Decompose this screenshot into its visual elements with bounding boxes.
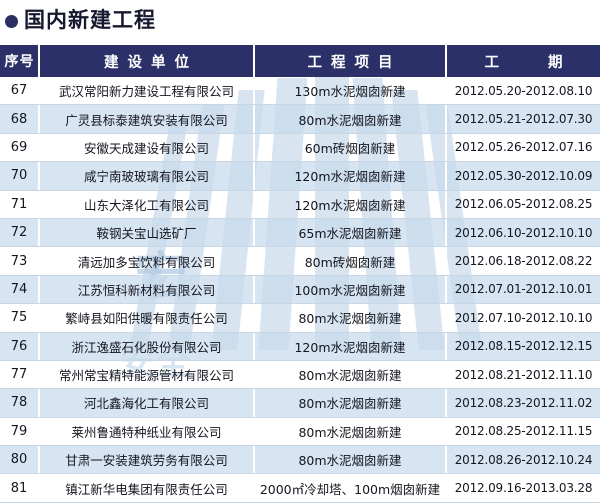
cell-no: 67	[10, 83, 28, 99]
cell-proj: 80m水泥烟囱新建	[253, 417, 445, 446]
cell-proj: 80m水泥烟囱新建	[253, 389, 445, 417]
projects-table: 序号 建设单位 工程项目 工 期 67 武汉常阳新力建设工程有限公司 130m水泥烟…	[0, 44, 600, 503]
cell-unit: 常州常宝精特能源管材有限公司	[38, 360, 253, 389]
cell-proj: 2000㎡冷却塔、100m烟囱新建	[253, 474, 445, 502]
cell-no: 78	[10, 395, 28, 411]
cell-no: 79	[10, 423, 28, 439]
cell-no: 68	[10, 111, 28, 127]
cell-date: 2012.09.16-2013.03.28	[445, 474, 600, 502]
cell-unit: 山东大泽化工有限公司	[38, 190, 253, 218]
cell-proj: 80m砖烟囱新建	[253, 247, 445, 275]
bullet-dot-icon	[5, 14, 18, 28]
cell-date: 2012.08.26-2012.10.24	[445, 446, 600, 474]
table-row: 71 山东大泽化工有限公司 120m水泥烟囱新建 2012.06.05-2012.08…	[0, 190, 600, 219]
cell-no: 73	[10, 253, 28, 269]
cell-unit: 镇江新华电集团有限责任公司	[38, 474, 253, 502]
table-row: 80 甘肃一安装建筑劳务有限公司 80m水泥烟囱新建 2012.08.26-2012.…	[0, 446, 600, 475]
cell-date: 2012.05.30-2012.10.09	[445, 162, 600, 190]
cell-unit: 鞍钢关宝山选矿厂	[38, 218, 253, 247]
cell-date: 2012.05.20-2012.08.10	[445, 77, 600, 105]
cell-unit: 河北鑫海化工有限公司	[38, 389, 253, 417]
table-row: 76 浙江逸盛石化股份有限公司 120m水泥烟囱新建 2012.08.15-2012.…	[0, 332, 600, 361]
page-title-text: 国内新建工程	[24, 7, 156, 32]
table-row: 73 清远加多宝饮料有限公司 80m砖烟囱新建 2012.06.18-2012.08.…	[0, 247, 600, 276]
cell-no: 69	[10, 139, 28, 155]
cell-unit: 安徽天成建设有限公司	[38, 133, 253, 162]
table-row: 79 莱州鲁通特种纸业有限公司 80m水泥烟囱新建 2012.08.25-2012.1…	[0, 417, 600, 447]
cell-no: 71	[10, 196, 28, 212]
cell-no: 70	[10, 168, 28, 184]
cell-unit: 浙江逸盛石化股份有限公司	[38, 332, 253, 360]
cell-unit: 莱州鲁通特种纸业有限公司	[38, 417, 253, 446]
cell-date: 2012.08.15-2012.12.15	[445, 332, 600, 360]
cell-no: 75	[10, 310, 28, 326]
cell-proj: 120m水泥烟囱新建	[253, 162, 445, 190]
cell-proj: 120m水泥烟囱新建	[253, 332, 445, 360]
cell-unit: 繁峙县如阳供暖有限责任公司	[38, 304, 253, 332]
table-row: 67 武汉常阳新力建设工程有限公司 130m水泥烟囱新建 2012.05.20-201…	[0, 77, 600, 106]
cell-proj: 120m水泥烟囱新建	[253, 190, 445, 218]
cell-proj: 80m水泥烟囱新建	[253, 304, 445, 332]
cell-no: 77	[10, 367, 28, 383]
cell-date: 2012.08.23-2012.11.02	[445, 389, 600, 417]
cell-proj: 80m水泥烟囱新建	[253, 105, 445, 133]
cell-proj: 60m砖烟囱新建	[253, 133, 445, 162]
page-title: 国内新建工程	[0, 0, 600, 42]
table-row: 75 繁峙县如阳供暖有限责任公司 80m水泥烟囱新建 2012.07.10-2012.…	[0, 304, 600, 333]
cell-no: 74	[10, 281, 28, 297]
cell-date: 2012.07.01-2012.10.01	[445, 275, 600, 304]
cell-proj: 80m水泥烟囱新建	[253, 360, 445, 389]
cell-proj: 100m水泥烟囱新建	[253, 275, 445, 304]
column-header-no: 序号	[4, 54, 35, 70]
cell-date: 2012.08.21-2012.11.10	[445, 360, 600, 389]
cell-proj: 130m水泥烟囱新建	[253, 77, 445, 105]
cell-date: 2012.07.10-2012.10.10	[445, 304, 600, 332]
table-row: 70 咸宁南玻玻璃有限公司 120m水泥烟囱新建 2012.05.30-2012.10…	[0, 162, 600, 191]
table-row: 74 江苏恒科新材料有限公司 100m水泥烟囱新建 2012.07.01-2012.1…	[0, 275, 600, 305]
cell-unit: 广灵县标泰建筑安装有限公司	[38, 105, 253, 133]
cell-no: 72	[10, 225, 28, 241]
table-row: 68 广灵县标泰建筑安装有限公司 80m水泥烟囱新建 2012.05.21-2012.…	[0, 105, 600, 134]
cell-proj: 80m水泥烟囱新建	[253, 446, 445, 474]
cell-date: 2012.06.05-2012.08.25	[445, 190, 600, 218]
cell-date: 2012.05.21-2012.07.30	[445, 105, 600, 133]
cell-no: 76	[10, 338, 28, 354]
table-row: 77 常州常宝精特能源管材有限公司 80m水泥烟囱新建 2012.08.21-2012…	[0, 360, 600, 390]
cell-date: 2012.08.25-2012.11.15	[445, 417, 600, 446]
cell-unit: 咸宁南玻玻璃有限公司	[38, 162, 253, 190]
cell-unit: 甘肃一安装建筑劳务有限公司	[38, 446, 253, 474]
table-header-row: 序号 建设单位 工程项目 工 期	[0, 44, 600, 77]
table-row: 72 鞍钢关宝山选矿厂 65m水泥烟囱新建 2012.06.10-2012.10.10	[0, 218, 600, 248]
cell-unit: 江苏恒科新材料有限公司	[38, 275, 253, 304]
column-header-unit: 建设单位	[38, 45, 253, 77]
cell-date: 2012.05.26-2012.07.16	[445, 133, 600, 162]
cell-date: 2012.06.18-2012.08.22	[445, 247, 600, 275]
cell-unit: 清远加多宝饮料有限公司	[38, 247, 253, 275]
cell-unit: 武汉常阳新力建设工程有限公司	[38, 77, 253, 105]
table-row: 81 镇江新华电集团有限责任公司 2000㎡冷却塔、100m烟囱新建 2012.09.…	[0, 474, 600, 503]
cell-no: 81	[10, 480, 28, 496]
cell-no: 80	[10, 452, 28, 468]
table-body: 67 武汉常阳新力建设工程有限公司 130m水泥烟囱新建 2012.05.20-201…	[0, 77, 600, 503]
cell-proj: 65m水泥烟囱新建	[253, 218, 445, 247]
column-header-date: 工 期	[445, 45, 600, 77]
cell-date: 2012.06.10-2012.10.10	[445, 218, 600, 247]
table-row: 78 河北鑫海化工有限公司 80m水泥烟囱新建 2012.08.23-2012.11.…	[0, 389, 600, 418]
table-row: 69 安徽天成建设有限公司 60m砖烟囱新建 2012.05.26-2012.07.1…	[0, 133, 600, 163]
column-header-proj: 工程项目	[253, 45, 445, 77]
